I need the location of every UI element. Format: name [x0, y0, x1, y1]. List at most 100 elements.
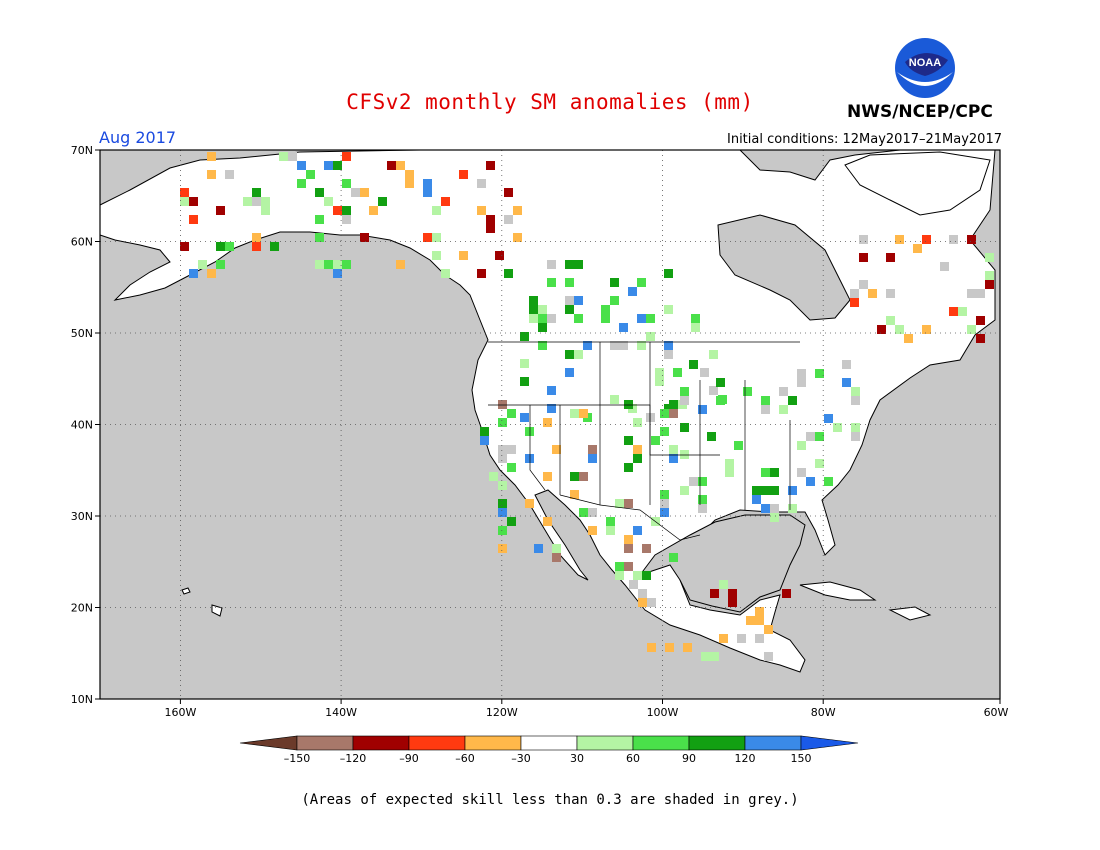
anomaly-cell: [565, 296, 574, 305]
anomaly-cell: [552, 445, 561, 454]
anomaly-cell: [486, 215, 495, 224]
anomaly-cell: [189, 215, 198, 224]
anomaly-cell: [669, 400, 678, 409]
anomaly-cell: [940, 262, 949, 271]
anomaly-cell: [477, 206, 486, 215]
anomaly-cell: [985, 280, 994, 289]
lon-label: 80W: [811, 706, 836, 719]
lon-label: 60W: [984, 706, 1009, 719]
anomaly-cell: [565, 278, 574, 287]
anomaly-cell: [746, 616, 755, 625]
anomaly-cell: [538, 341, 547, 350]
anomaly-cell: [252, 188, 261, 197]
anomaly-cell: [432, 251, 441, 260]
anomaly-cell: [315, 233, 324, 242]
colorbar-segment: [632, 735, 690, 751]
anomaly-cell: [601, 314, 610, 323]
anomaly-cell: [815, 369, 824, 378]
anomaly-cell: [624, 436, 633, 445]
lat-labels: 70N 60N 50N 40N 30N 20N 10N: [71, 144, 93, 706]
anomaly-cell: [710, 652, 719, 661]
anomaly-cell: [922, 325, 931, 334]
chart-title: CFSv2 monthly SM anomalies (mm): [346, 90, 754, 114]
anomaly-cell: [513, 233, 522, 242]
colorbar-segment: [744, 735, 802, 751]
anomaly-cell: [913, 244, 922, 253]
anomaly-cell: [689, 477, 698, 486]
anomaly-cell: [851, 387, 860, 396]
anomaly-cell: [725, 459, 734, 468]
anomaly-cell: [423, 233, 432, 242]
anomaly-cell: [788, 486, 797, 495]
lat-label: 70N: [71, 144, 93, 157]
anomaly-cell: [628, 287, 637, 296]
anomaly-cell: [779, 405, 788, 414]
anomaly-cell: [683, 643, 692, 652]
anomaly-cell: [638, 643, 647, 652]
anomaly-cell: [620, 607, 629, 616]
anomaly-cell: [606, 526, 615, 535]
anomaly-cell: [689, 360, 698, 369]
anomaly-cell: [764, 625, 773, 634]
anomaly-cell: [529, 305, 538, 314]
anomaly-cell: [606, 517, 615, 526]
anomaly-cell: [646, 314, 655, 323]
anomaly-cell: [673, 368, 682, 377]
anomaly-cell: [574, 350, 583, 359]
anomaly-cell: [610, 341, 619, 350]
lat-label: 20N: [71, 602, 93, 615]
colorbar-tick-label: 120: [735, 752, 756, 765]
anomaly-cell: [574, 260, 583, 269]
anomaly-cell: [806, 477, 815, 486]
anomaly-cell: [886, 316, 895, 325]
anomaly-cell: [949, 307, 958, 316]
colorbar-segment: [576, 735, 634, 751]
anomaly-cell: [629, 580, 638, 589]
anomaly-cell: [225, 170, 234, 179]
anomaly-cell: [850, 289, 859, 298]
anomaly-cell: [498, 544, 507, 553]
anomaly-cell: [180, 197, 189, 206]
anomaly-cell: [770, 486, 779, 495]
anomaly-cell: [579, 472, 588, 481]
anomaly-cell: [664, 350, 673, 359]
forecast-month: Aug 2017: [99, 128, 177, 147]
anomaly-cell: [360, 233, 369, 242]
anomaly-cell: [895, 325, 904, 334]
anomaly-cell: [680, 486, 689, 495]
initial-conditions: Initial conditions: 12May2017–21May2017: [727, 132, 1002, 147]
anomaly-cell: [615, 499, 624, 508]
anomaly-cell: [859, 280, 868, 289]
anomaly-cell: [967, 289, 976, 298]
anomaly-cell: [507, 517, 516, 526]
anomaly-cell: [489, 472, 498, 481]
anomaly-cell: [486, 161, 495, 170]
anomaly-cell: [477, 179, 486, 188]
anomaly-cell: [949, 235, 958, 244]
anomaly-cell: [752, 495, 761, 504]
anomaly-cell: [782, 589, 791, 598]
anomaly-cell: [755, 607, 764, 616]
anomaly-cell: [761, 468, 770, 477]
anomaly-cell: [707, 432, 716, 441]
anomaly-cell: [315, 188, 324, 197]
anomaly-cell: [638, 589, 647, 598]
anomaly-cell: [797, 441, 806, 450]
anomaly-cell: [351, 188, 360, 197]
anomaly-cell: [441, 269, 450, 278]
anomaly-cell: [601, 305, 610, 314]
anomaly-cell: [680, 450, 689, 459]
colorbar-tick-label: –90: [399, 752, 419, 765]
lat-label: 30N: [71, 510, 93, 523]
anomaly-cell: [547, 404, 556, 413]
anomaly-cell: [342, 260, 351, 269]
anomaly-cell: [525, 499, 534, 508]
anomaly-cell: [719, 634, 728, 643]
anomaly-cell: [529, 296, 538, 305]
anomaly-cell: [637, 278, 646, 287]
anomaly-cell: [216, 260, 225, 269]
anomaly-cell: [716, 378, 725, 387]
anomaly-cell: [752, 486, 761, 495]
border-lines: [488, 341, 800, 541]
anomaly-cell: [315, 215, 324, 224]
